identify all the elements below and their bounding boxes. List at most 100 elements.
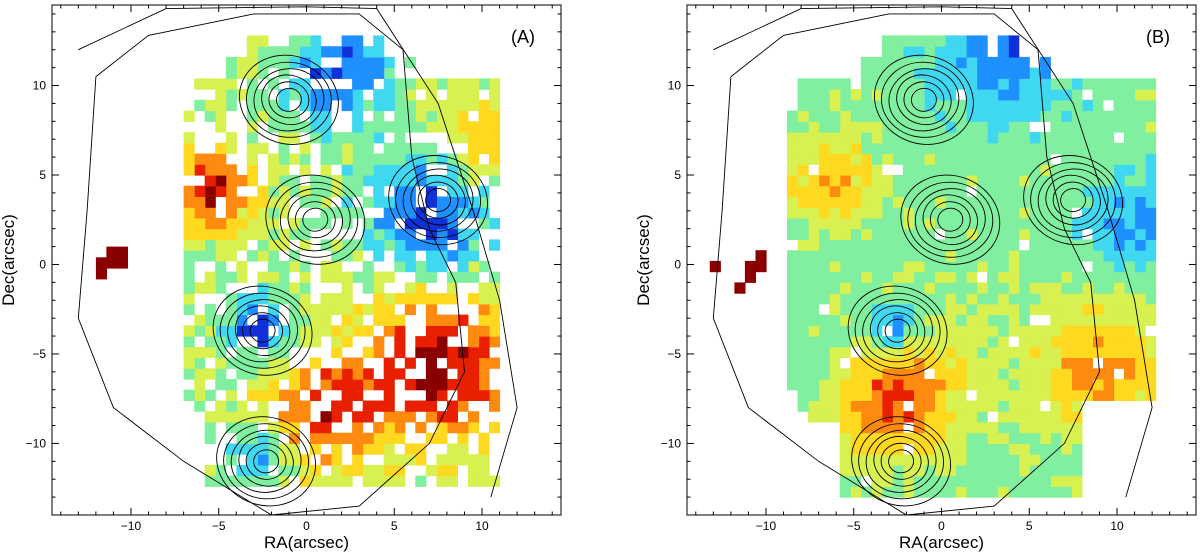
heatmap-cell: [1008, 260, 1020, 273]
heatmap-cell: [1145, 282, 1157, 294]
y-tick-label: 0: [674, 257, 681, 271]
heatmap-cell: [1060, 250, 1072, 262]
heatmap-cell: [1050, 400, 1062, 412]
heatmap-cell: [457, 207, 469, 219]
contour-ring: [268, 81, 310, 119]
heatmap-cell: [257, 196, 269, 208]
heatmap-cell: [299, 282, 311, 294]
heatmap-cell: [341, 357, 353, 369]
heatmap-cell: [320, 110, 332, 122]
heatmap-cell: [415, 175, 427, 187]
heatmap-cell: [945, 142, 957, 155]
heatmap-cell: [267, 346, 279, 359]
contour-ring: [854, 292, 941, 369]
heatmap-cell: [246, 99, 258, 112]
heatmap-cell: [913, 389, 925, 401]
heatmap-cell: [787, 121, 799, 133]
heatmap-cell: [850, 260, 862, 273]
heatmap-cell: [797, 314, 809, 326]
heatmap-cell: [404, 379, 416, 391]
heatmap-cell: [1145, 89, 1157, 101]
heatmap-cell: [1018, 336, 1030, 348]
heatmap-cell: [194, 282, 206, 294]
heatmap-cell: [246, 67, 258, 79]
heatmap-cell: [1039, 293, 1051, 305]
heatmap-cell: [1050, 78, 1062, 90]
heatmap-cell: [945, 475, 957, 487]
heatmap-cell: [299, 78, 311, 90]
heatmap-cell: [1134, 271, 1146, 283]
heatmap-cell: [966, 346, 978, 359]
heatmap-cell: [913, 486, 925, 498]
heatmap-cell: [839, 421, 851, 434]
heatmap-cell: [945, 250, 957, 262]
heatmap-cell: [997, 271, 1009, 283]
heatmap-cell: [818, 110, 830, 122]
heatmap-cell: [1060, 142, 1072, 155]
heatmap-cell: [1050, 142, 1062, 155]
heatmap-cell: [966, 303, 978, 316]
heatmap-cell: [267, 196, 279, 208]
heatmap-cell: [1092, 99, 1104, 112]
heatmap-cell: [299, 411, 311, 423]
heatmap-cell: [446, 164, 458, 176]
heatmap-cell: [331, 400, 343, 412]
heatmap-cell: [881, 464, 893, 477]
heatmap-cell: [489, 121, 501, 133]
heatmap-cell: [808, 217, 820, 230]
heatmap-cell: [787, 132, 799, 144]
heatmap-cell: [923, 132, 935, 144]
heatmap-cell: [446, 217, 458, 230]
heatmap-cell: [478, 443, 490, 455]
heatmap-cell: [860, 368, 872, 380]
heatmap-cell: [839, 89, 851, 101]
heatmap-cell: [373, 153, 385, 165]
heatmap-cell: [1081, 196, 1093, 208]
heatmap-cell: [194, 78, 206, 90]
heatmap-cell: [913, 175, 925, 187]
heatmap-cell: [818, 250, 830, 262]
heatmap-cell: [404, 239, 416, 251]
heatmap-cell: [818, 99, 830, 112]
heatmap-cell: [1145, 153, 1157, 165]
heatmap-cell: [955, 271, 967, 283]
heatmap-cell: [257, 207, 269, 219]
heatmap-cell: [1029, 153, 1041, 165]
heatmap-cell: [945, 379, 957, 391]
heatmap-cell: [871, 432, 883, 444]
heatmap-cell: [997, 368, 1009, 380]
heatmap-cell: [299, 56, 311, 69]
heatmap-cell: [246, 132, 258, 144]
heatmap-cell: [183, 110, 195, 122]
heatmap-cell: [1081, 153, 1093, 165]
heatmap-cell: [489, 110, 501, 122]
heatmap-cell: [913, 121, 925, 133]
heatmap-cell: [839, 486, 851, 498]
heatmap-cell: [299, 46, 311, 58]
heatmap-cell: [1103, 89, 1115, 101]
heatmap-cell: [787, 196, 799, 208]
contour-ring: [238, 436, 294, 487]
heatmap-cell: [383, 153, 395, 165]
heatmap-cell: [215, 121, 227, 133]
heatmap-cell: [934, 132, 946, 144]
heatmap-cell: [881, 142, 893, 155]
heatmap-cell: [257, 271, 269, 283]
heatmap-cell: [902, 325, 914, 337]
heatmap-cell: [1050, 443, 1062, 455]
heatmap-cell: [362, 153, 374, 165]
heatmap-cell: [489, 89, 501, 101]
heatmap-cell: [1008, 357, 1020, 369]
heatmap-cell: [987, 89, 999, 101]
heatmap-cell: [1039, 260, 1051, 273]
heatmap-cell: [1039, 346, 1051, 359]
heatmap-cell: [934, 99, 946, 112]
heatmap-cell: [288, 282, 300, 294]
heatmap-cell: [1103, 346, 1115, 359]
heatmap-cell: [1029, 239, 1041, 251]
heatmap-cell: [1103, 336, 1115, 348]
heatmap-cell: [976, 368, 988, 380]
heatmap-cell: [850, 282, 862, 294]
heatmap-cell: [818, 368, 830, 380]
